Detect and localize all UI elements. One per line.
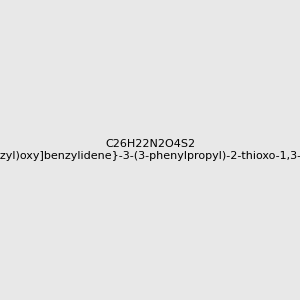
Text: C26H22N2O4S2
5-{4-[(3-nitrobenzyl)oxy]benzylidene}-3-(3-phenylpropyl)-2-thioxo-1: C26H22N2O4S2 5-{4-[(3-nitrobenzyl)oxy]be… — [0, 139, 300, 161]
